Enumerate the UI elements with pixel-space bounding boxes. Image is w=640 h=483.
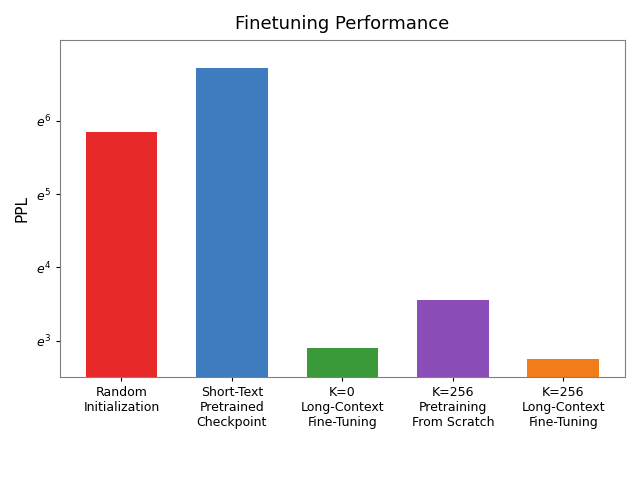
- Bar: [527, 359, 599, 483]
- Bar: [86, 132, 157, 483]
- Bar: [417, 300, 489, 483]
- Bar: [307, 348, 378, 483]
- Title: Finetuning Performance: Finetuning Performance: [236, 15, 449, 33]
- Y-axis label: PPL: PPL: [15, 195, 30, 222]
- Bar: [196, 68, 268, 483]
